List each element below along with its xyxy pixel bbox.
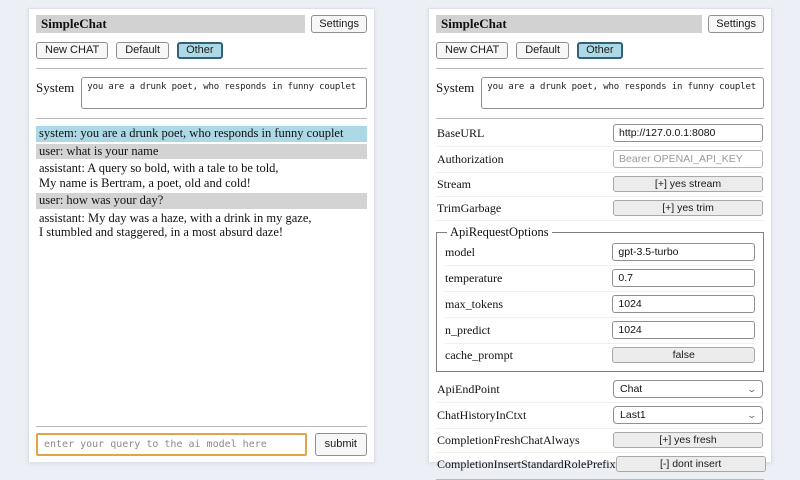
setting-row-temperature: temperature bbox=[445, 266, 755, 292]
divider bbox=[436, 68, 764, 69]
app-title: SimpleChat bbox=[436, 15, 703, 33]
chat-panel: SimpleChat Settings New CHAT Default Oth… bbox=[28, 8, 375, 463]
model-label: model bbox=[445, 244, 475, 259]
setting-row-chat-history-in-ctxt: ChatHistoryInCtxt Last1 ⌄ bbox=[436, 403, 764, 429]
max-tokens-input[interactable] bbox=[612, 295, 755, 313]
session-button-other[interactable]: Other bbox=[177, 42, 223, 59]
session-button-default[interactable]: Default bbox=[516, 42, 570, 59]
session-button-new-chat[interactable]: New CHAT bbox=[36, 42, 109, 59]
setting-row-trimgarbage: TrimGarbage [+] yes trim bbox=[436, 197, 764, 221]
divider bbox=[436, 118, 764, 119]
chat-message-user: user: what is your name bbox=[36, 143, 367, 159]
setting-row-authorization: Authorization bbox=[436, 147, 764, 173]
api-request-options-legend: ApiRequestOptions bbox=[450, 225, 549, 239]
completion-fresh-chat-always-label: CompletionFreshChatAlways bbox=[437, 432, 580, 447]
api-endpoint-selected-value: Chat bbox=[620, 383, 643, 395]
setting-row-stream: Stream [+] yes stream bbox=[436, 173, 764, 197]
session-buttons: New CHAT Default Other bbox=[36, 42, 367, 59]
max-tokens-label: max_tokens bbox=[445, 296, 503, 311]
system-prompt-row: System you are a drunk poet, who respond… bbox=[36, 77, 367, 109]
model-input[interactable] bbox=[612, 243, 755, 261]
chat-history-selected-value: Last1 bbox=[620, 409, 646, 421]
chat-history-in-ctxt-select[interactable]: Last1 ⌄ bbox=[613, 406, 763, 424]
trimgarbage-toggle-button[interactable]: [+] yes trim bbox=[613, 200, 763, 216]
submit-button[interactable]: submit bbox=[314, 433, 367, 456]
query-input[interactable] bbox=[36, 433, 307, 456]
chat-messages: system: you are a drunk poet, who respon… bbox=[36, 126, 367, 243]
api-request-options-fieldset: ApiRequestOptions model temperature max_… bbox=[436, 225, 764, 372]
setting-row-baseurl: BaseURL bbox=[436, 121, 764, 147]
chevron-down-icon: ⌄ bbox=[746, 383, 758, 394]
session-button-other[interactable]: Other bbox=[577, 42, 623, 59]
chat-message-system: system: you are a drunk poet, who respon… bbox=[36, 126, 367, 142]
trimgarbage-label: TrimGarbage bbox=[437, 200, 502, 215]
system-label: System bbox=[36, 80, 75, 95]
spacer bbox=[36, 243, 367, 425]
setting-row-completion-fresh-chat-always: CompletionFreshChatAlways [+] yes fresh bbox=[436, 429, 764, 453]
temperature-input[interactable] bbox=[612, 269, 755, 287]
baseurl-input[interactable] bbox=[613, 124, 763, 142]
divider bbox=[36, 426, 367, 427]
session-button-default[interactable]: Default bbox=[116, 42, 170, 59]
completion-insert-standard-role-prefix-toggle-button[interactable]: [-] dont insert bbox=[615, 456, 766, 472]
cache-prompt-label: cache_prompt bbox=[445, 347, 513, 362]
chat-history-in-ctxt-label: ChatHistoryInCtxt bbox=[437, 407, 527, 422]
setting-row-completion-insert-standard-role-prefix: CompletionInsertStandardRolePrefix [-] d… bbox=[436, 453, 766, 477]
divider bbox=[36, 118, 367, 119]
chat-header: SimpleChat Settings bbox=[36, 15, 367, 33]
settings-button[interactable]: Settings bbox=[708, 15, 764, 33]
completion-insert-standard-role-prefix-label: CompletionInsertStandardRolePrefix bbox=[437, 456, 616, 471]
system-label: System bbox=[436, 80, 475, 95]
temperature-label: temperature bbox=[445, 270, 503, 285]
setting-row-max-tokens: max_tokens bbox=[445, 292, 755, 318]
settings-panel: SimpleChat Settings New CHAT Default Oth… bbox=[428, 8, 772, 480]
divider bbox=[36, 68, 367, 69]
cache-prompt-toggle-button[interactable]: false bbox=[612, 347, 755, 363]
app-title: SimpleChat bbox=[36, 15, 306, 33]
authorization-label: Authorization bbox=[437, 151, 504, 166]
stream-toggle-button[interactable]: [+] yes stream bbox=[613, 176, 763, 192]
api-endpoint-select[interactable]: Chat ⌄ bbox=[613, 380, 763, 398]
settings-header: SimpleChat Settings bbox=[436, 15, 764, 33]
authorization-input[interactable] bbox=[613, 150, 763, 168]
api-endpoint-label: ApiEndPoint bbox=[437, 381, 500, 396]
session-buttons: New CHAT Default Other bbox=[436, 42, 764, 59]
n-predict-label: n_predict bbox=[445, 322, 491, 337]
chat-message-assistant: assistant: A query so bold, with a tale … bbox=[39, 161, 279, 190]
chat-message-user: user: how was your day? bbox=[36, 193, 367, 209]
chevron-down-icon: ⌄ bbox=[746, 409, 758, 420]
completion-fresh-chat-always-toggle-button[interactable]: [+] yes fresh bbox=[613, 432, 763, 448]
setting-row-cache-prompt: cache_prompt false bbox=[445, 344, 755, 367]
n-predict-input[interactable] bbox=[612, 321, 755, 339]
setting-row-model: model bbox=[445, 240, 755, 266]
system-prompt-row: System you are a drunk poet, who respond… bbox=[436, 77, 764, 109]
session-button-new-chat[interactable]: New CHAT bbox=[436, 42, 509, 59]
system-prompt-textarea[interactable]: you are a drunk poet, who responds in fu… bbox=[481, 77, 764, 109]
baseurl-label: BaseURL bbox=[437, 125, 485, 140]
query-bar: submit bbox=[36, 433, 367, 456]
chat-message-assistant: assistant: My day was a haze, with a dri… bbox=[39, 210, 312, 240]
setting-row-api-endpoint: ApiEndPoint Chat ⌄ bbox=[436, 377, 764, 403]
stream-label: Stream bbox=[437, 176, 471, 191]
system-prompt-textarea[interactable]: you are a drunk poet, who responds in fu… bbox=[81, 77, 367, 109]
settings-button[interactable]: Settings bbox=[311, 15, 367, 33]
setting-row-n-predict: n_predict bbox=[445, 318, 755, 344]
